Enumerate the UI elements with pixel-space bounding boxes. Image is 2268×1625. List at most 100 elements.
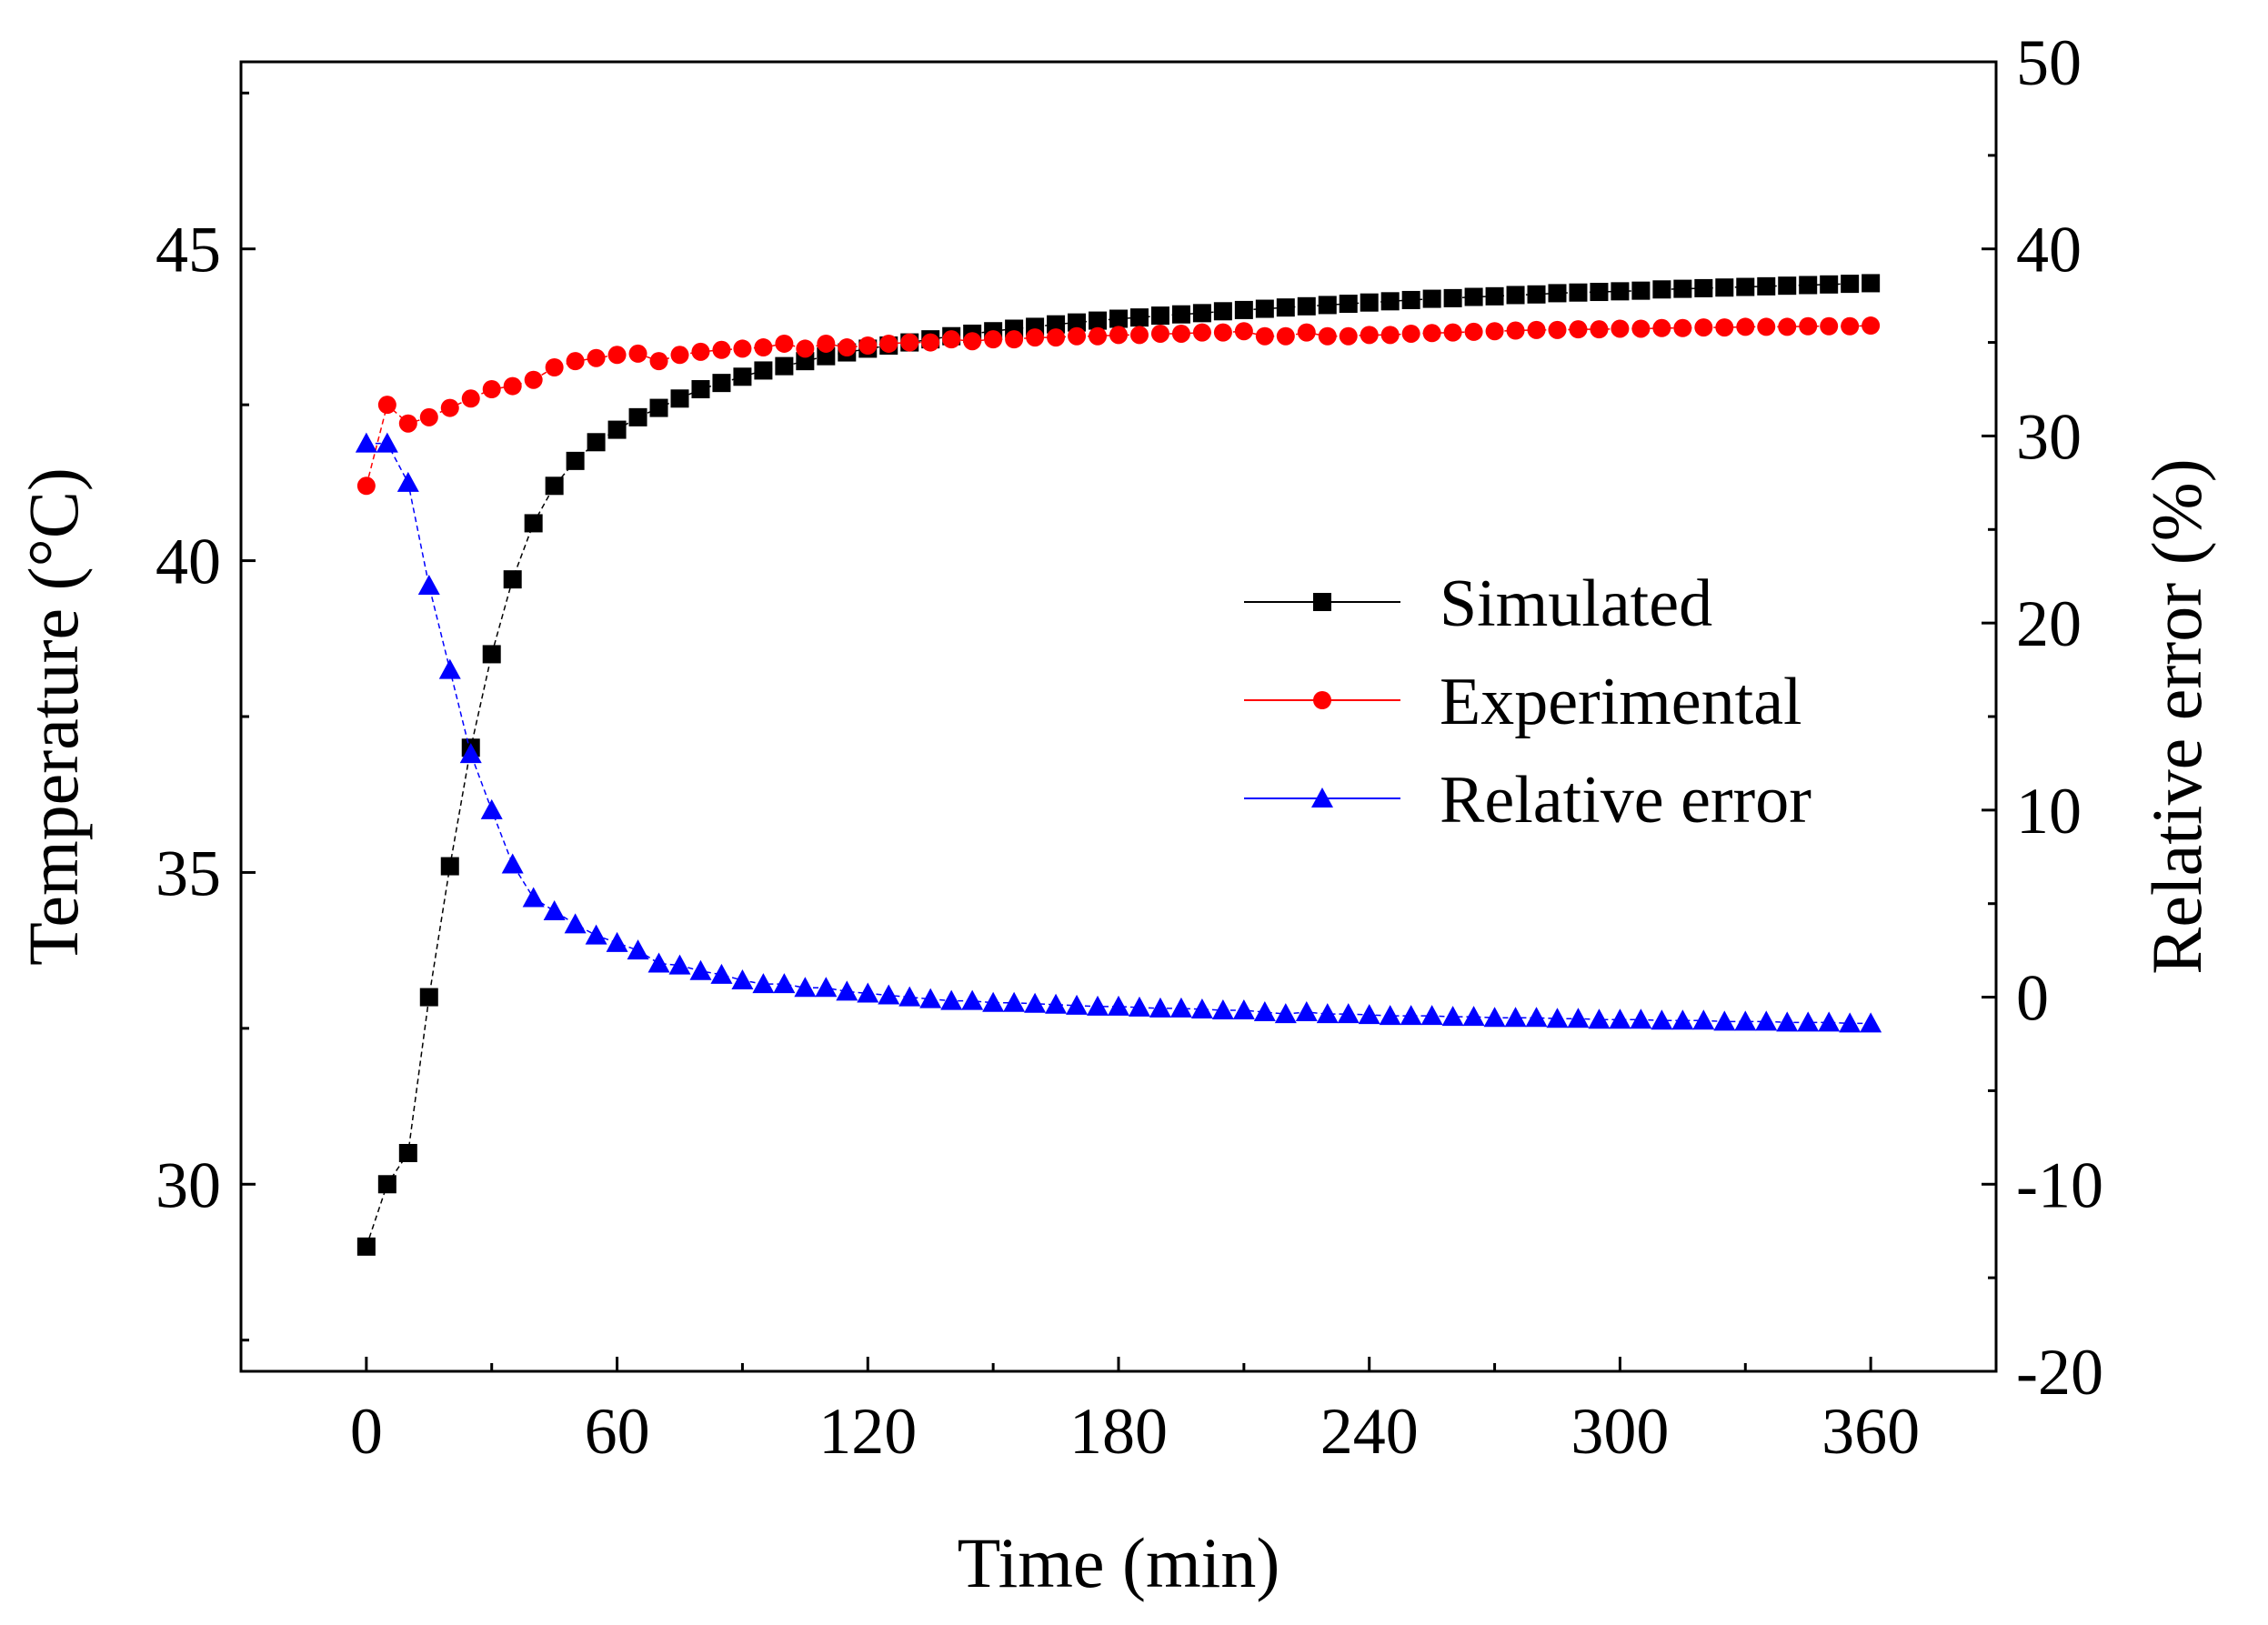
point-relative-error bbox=[961, 989, 984, 1010]
point-experimental bbox=[524, 370, 543, 389]
point-experimental bbox=[607, 346, 627, 365]
point-experimental bbox=[1171, 324, 1190, 343]
point-experimental bbox=[879, 334, 898, 353]
point-simulated bbox=[1631, 281, 1651, 300]
point-simulated bbox=[1820, 275, 1839, 294]
point-relative-error bbox=[731, 969, 754, 990]
point-simulated bbox=[1318, 296, 1337, 315]
point-simulated bbox=[1297, 296, 1316, 316]
point-relative-error bbox=[1462, 1006, 1485, 1027]
point-experimental bbox=[1380, 326, 1400, 345]
y-tick-label: 40 bbox=[156, 526, 221, 598]
point-experimental bbox=[1736, 317, 1755, 336]
point-relative-error bbox=[1860, 1012, 1882, 1033]
series-experimental bbox=[356, 316, 1881, 496]
point-experimental bbox=[1360, 326, 1379, 345]
point-relative-error bbox=[857, 982, 879, 1003]
point-experimental bbox=[1673, 318, 1692, 337]
x-tick-label: 180 bbox=[1069, 1395, 1168, 1468]
point-experimental bbox=[900, 333, 919, 352]
point-relative-error bbox=[1525, 1007, 1548, 1028]
point-simulated bbox=[1652, 280, 1671, 299]
point-simulated bbox=[1422, 289, 1441, 308]
point-experimental bbox=[482, 380, 501, 398]
x-tick-label: 300 bbox=[1571, 1395, 1669, 1468]
point-experimental bbox=[1527, 320, 1546, 339]
point-experimental bbox=[963, 332, 982, 351]
point-simulated bbox=[670, 389, 689, 408]
point-experimental bbox=[1862, 316, 1881, 336]
point-relative-error bbox=[1609, 1008, 1631, 1029]
point-simulated bbox=[566, 451, 585, 470]
point-simulated bbox=[817, 346, 836, 366]
y2-tick-label: 20 bbox=[2016, 587, 2082, 660]
point-relative-error bbox=[355, 432, 377, 453]
point-simulated bbox=[482, 645, 501, 664]
point-experimental bbox=[356, 476, 376, 496]
point-simulated bbox=[1255, 299, 1274, 318]
legend-item-simulated: Simulated bbox=[1244, 567, 1712, 641]
point-experimental bbox=[691, 342, 710, 361]
point-experimental bbox=[1150, 324, 1169, 343]
point-relative-error bbox=[919, 988, 942, 1008]
point-experimental bbox=[1715, 318, 1734, 337]
point-relative-error bbox=[710, 963, 733, 984]
y2-tick-label: -10 bbox=[2016, 1149, 2103, 1221]
point-relative-error bbox=[836, 980, 858, 1001]
point-experimental bbox=[1548, 320, 1567, 339]
point-simulated bbox=[419, 988, 438, 1007]
point-experimental bbox=[503, 376, 522, 396]
point-relative-error bbox=[564, 913, 587, 934]
point-simulated bbox=[628, 407, 647, 426]
point-relative-error bbox=[1190, 998, 1213, 1018]
y2-tick-label: 50 bbox=[2016, 26, 2082, 99]
y-axis-title: Temperature (°C) bbox=[14, 467, 93, 966]
point-relative-error bbox=[878, 984, 900, 1005]
point-experimental bbox=[1109, 326, 1128, 345]
point-relative-error bbox=[898, 986, 921, 1007]
point-simulated bbox=[1736, 277, 1755, 296]
point-simulated bbox=[1068, 313, 1087, 332]
point-simulated bbox=[1109, 309, 1128, 328]
point-experimental bbox=[733, 339, 752, 358]
point-simulated bbox=[1506, 286, 1525, 305]
point-relative-error bbox=[417, 575, 440, 595]
point-relative-error bbox=[1316, 1003, 1339, 1024]
point-simulated bbox=[587, 433, 606, 452]
point-experimental bbox=[1799, 316, 1818, 336]
point-experimental bbox=[796, 339, 815, 358]
point-experimental bbox=[1569, 320, 1588, 339]
point-experimental bbox=[712, 340, 731, 359]
point-simulated bbox=[1089, 311, 1108, 330]
point-experimental bbox=[1129, 326, 1149, 345]
point-relative-error bbox=[1671, 1009, 1694, 1030]
point-relative-error bbox=[1630, 1008, 1652, 1029]
point-experimental bbox=[628, 344, 647, 363]
series-simulated bbox=[356, 274, 1881, 1256]
point-simulated bbox=[1799, 276, 1818, 295]
point-simulated bbox=[733, 367, 752, 386]
y2-tick-label: 10 bbox=[2016, 775, 2082, 848]
point-experimental bbox=[1485, 322, 1504, 341]
point-experimental bbox=[817, 334, 836, 353]
point-relative-error bbox=[1588, 1008, 1611, 1029]
point-experimental bbox=[1318, 326, 1337, 346]
point-simulated bbox=[1276, 298, 1295, 317]
point-relative-error bbox=[1546, 1008, 1569, 1028]
point-simulated bbox=[356, 1237, 376, 1256]
point-experimental bbox=[461, 389, 480, 408]
point-relative-error bbox=[1713, 1010, 1736, 1031]
point-relative-error bbox=[1797, 1011, 1820, 1032]
x-tick-label: 360 bbox=[1821, 1395, 1920, 1468]
point-experimental bbox=[419, 407, 438, 426]
point-simulated bbox=[1611, 282, 1630, 301]
point-experimental bbox=[942, 330, 961, 349]
point-experimental bbox=[398, 414, 417, 433]
point-experimental bbox=[1026, 328, 1045, 347]
y-tick-label: 45 bbox=[156, 214, 221, 286]
point-relative-error bbox=[1504, 1007, 1527, 1028]
point-simulated bbox=[775, 356, 794, 376]
point-experimental bbox=[545, 358, 564, 376]
point-relative-error bbox=[794, 977, 817, 998]
point-experimental bbox=[1694, 318, 1713, 337]
